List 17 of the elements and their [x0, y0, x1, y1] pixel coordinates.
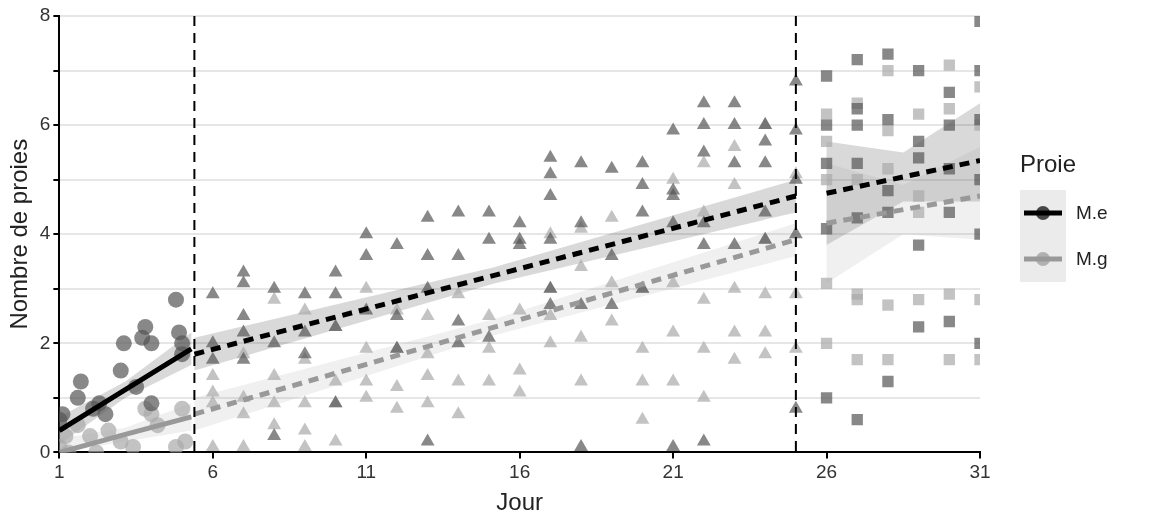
y-tick-label: 8 [39, 4, 51, 26]
x-tick-label: 26 [815, 461, 838, 483]
x-tick-label: 16 [509, 461, 531, 483]
y-tick-label: 6 [39, 113, 51, 135]
x-axis-title: Jour [496, 488, 544, 516]
x-tick-label: 31 [969, 461, 991, 483]
x-tick-label: 1 [54, 461, 65, 483]
y-axis-title: Nombre de proies [5, 138, 33, 330]
x-tick-label: 6 [207, 461, 219, 483]
legend-label: M.g [1076, 248, 1108, 270]
legend-title: Proie [1020, 150, 1078, 178]
legend-label: M.e [1076, 202, 1108, 224]
x-tick-label: 21 [662, 461, 684, 483]
y-tick-label: 0 [39, 440, 51, 462]
y-tick-label: 2 [39, 331, 51, 353]
y-tick-label: 4 [39, 222, 51, 244]
x-tick-label: 11 [356, 461, 377, 483]
